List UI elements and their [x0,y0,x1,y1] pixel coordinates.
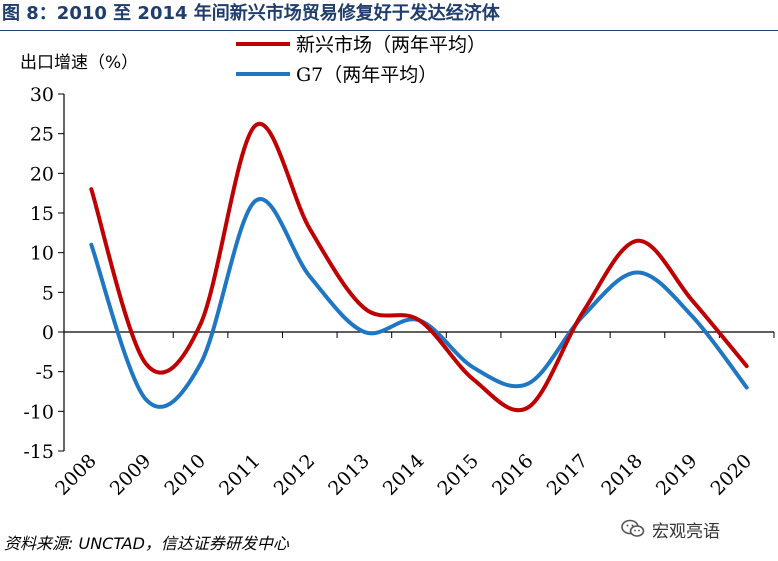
x-tick-label: 2010 [160,450,210,500]
watermark: 宏观亮语 [620,516,720,542]
x-tick-label: 2012 [270,450,320,500]
x-tick-label: 2015 [433,450,483,500]
x-tick-label: 2017 [543,450,593,500]
figure-title: 图 8：2010 至 2014 年间新兴市场贸易修复好于发达经济体 [2,3,500,24]
y-axis-unit-label: 出口增速（%） [20,53,139,73]
legend-label: 新兴市场（两年平均） [296,34,486,56]
x-tick-label: 2018 [597,450,647,500]
y-tick-label: -10 [23,401,54,423]
watermark-text: 宏观亮语 [652,521,720,542]
y-tick-label: 25 [30,124,54,146]
y-tick-label: 20 [30,163,54,185]
x-tick-label: 2011 [215,450,265,500]
y-tick-label: 10 [30,243,54,265]
y-tick-label: 15 [30,203,54,225]
wechat-icon [621,519,645,537]
y-tick-label: 30 [30,84,54,106]
x-tick-label: 2020 [706,450,756,500]
y-tick-label: 5 [42,282,54,304]
source-note: 资料来源: UNCTAD，信达证券研发中心 [4,534,289,553]
x-tick-label: 2013 [324,450,374,500]
series-line [89,197,749,409]
series-line [89,121,749,413]
legend-label: G7（两年平均） [296,64,437,86]
y-tick-label: -5 [35,362,54,384]
x-tick-label: 2019 [652,450,702,500]
x-tick-label: 2016 [488,450,538,500]
title-divider [0,30,778,31]
y-tick-label: 0 [42,322,54,344]
y-tick-label: -15 [23,441,54,463]
x-tick-label: 2014 [379,450,429,500]
x-tick-label: 2008 [51,450,101,500]
x-tick-label: 2009 [106,450,156,500]
